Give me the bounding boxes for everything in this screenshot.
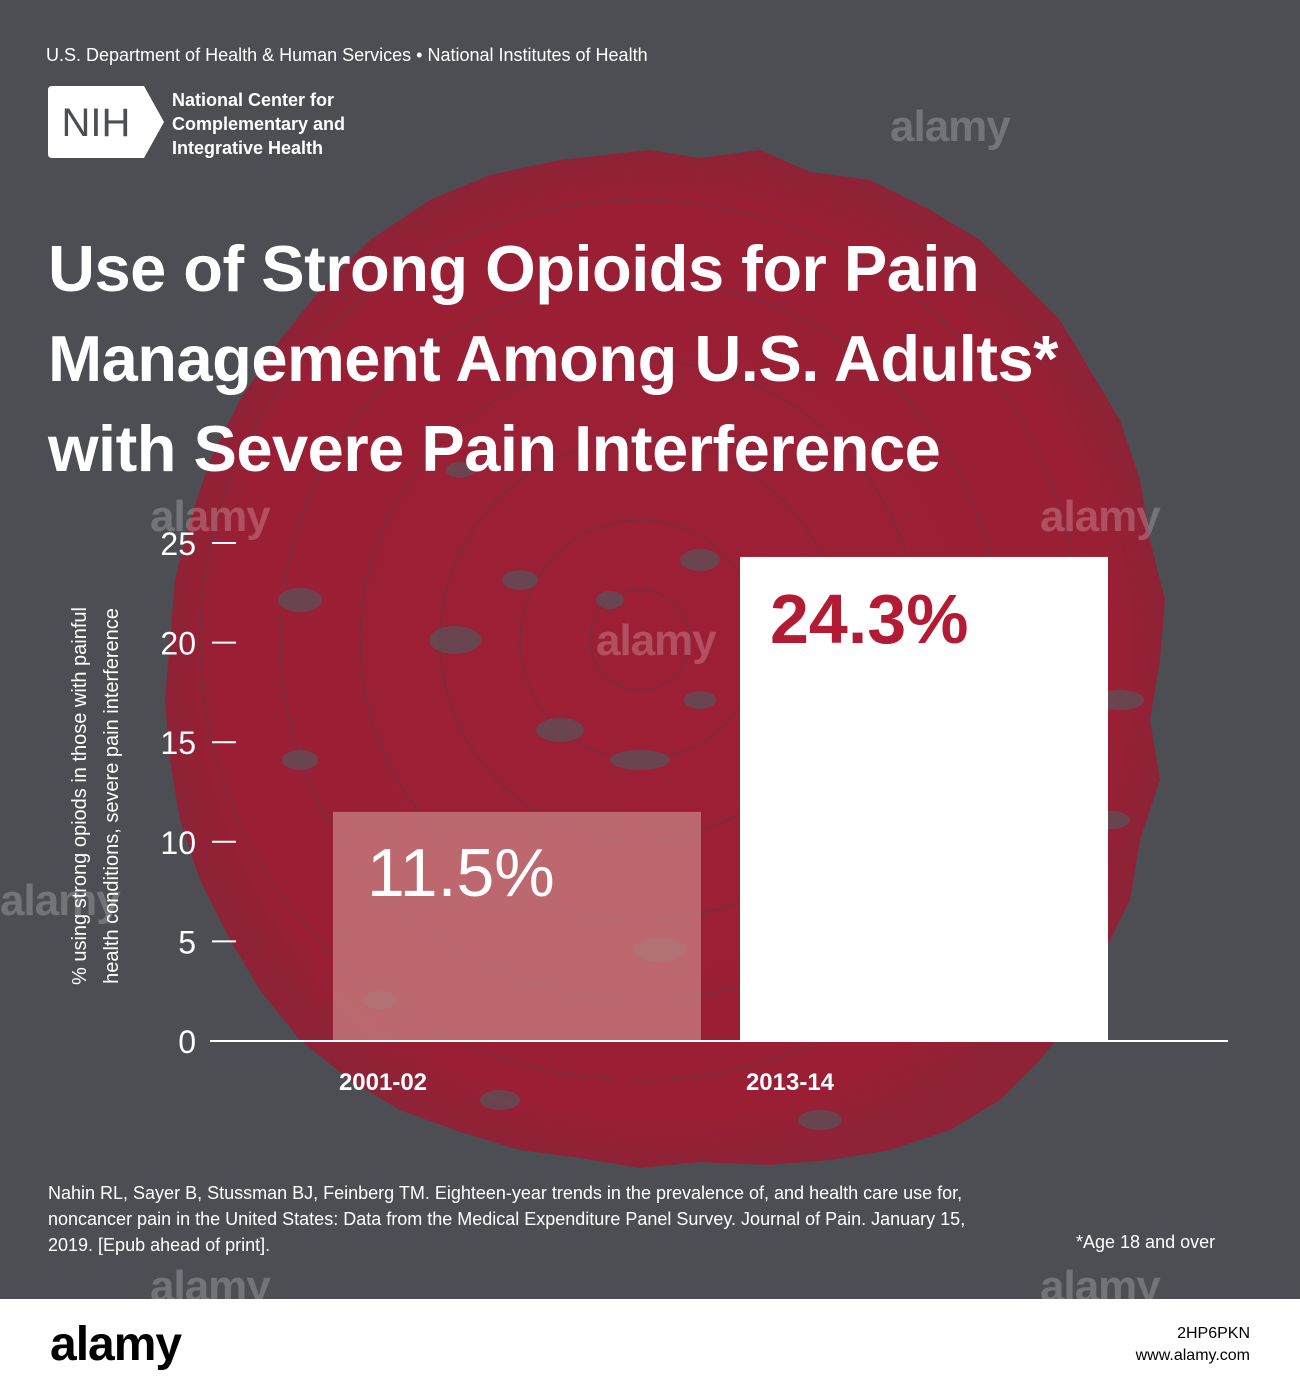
nih-logo-text: NIH (62, 101, 131, 145)
y-axis-title: % using strong opiods in those with pain… (64, 526, 134, 1066)
x-category-label: 2013-14 (746, 1069, 835, 1096)
nih-center-name: National Center for Complementary and In… (172, 88, 392, 160)
source-citation: Nahin RL, Sayer B, Stussman BJ, Feinberg… (48, 1183, 966, 1255)
title-line: Management Among U.S. Adults* (48, 322, 1058, 395)
y-tick-label: 0 (178, 1024, 196, 1060)
bar-data-label: 24.3% (770, 580, 968, 658)
y-tick-label: 25 (160, 526, 196, 562)
y-axis-title-line: % using strong opiods in those with pain… (69, 607, 91, 986)
y-axis-title-line: health conditions, severe pain interfere… (101, 608, 123, 984)
agency-header: U.S. Department of Health & Human Servic… (46, 45, 648, 65)
y-tick-label: 5 (178, 924, 196, 960)
center-line: National Center for (172, 90, 335, 110)
image-id: 2HP6PKN (1177, 1325, 1250, 1342)
center-line: Complementary and (172, 114, 346, 134)
bar (333, 811, 701, 1041)
x-category-label: 2001-02 (339, 1069, 427, 1096)
watermark-text: alamy (596, 616, 717, 665)
bar-chart: 0 5 10 15 20 25 11.5% 2001-02 24.3% 2013-14 (160, 526, 1228, 1096)
center-line: Integrative Health (172, 138, 324, 158)
stock-footer: alamy 2HP6PKN www.alamy.com (0, 1299, 1300, 1389)
y-tick-label: 15 (160, 725, 196, 761)
y-tick-label: 20 (160, 626, 196, 662)
title-line: Use of Strong Opioids for Pain (48, 232, 980, 305)
watermark-text: alamy (0, 876, 121, 925)
age-footnote: *Age 18 and over (1076, 1232, 1216, 1252)
alamy-logo: alamy (50, 1318, 182, 1371)
nih-logo-icon: NIH (48, 86, 164, 158)
watermark-text: alamy (890, 102, 1011, 151)
watermark-text: alamy (150, 1262, 271, 1299)
chart-title: Use of Strong Opioids for Pain Managemen… (48, 224, 1268, 494)
site-url: www.alamy.com (1135, 1347, 1250, 1364)
watermark-text: alamy (1040, 492, 1161, 541)
bar (740, 556, 1108, 1041)
bar-data-label: 11.5% (367, 835, 555, 911)
watermark-text: alamy (150, 492, 271, 541)
watermark-text: alamy (1040, 1262, 1161, 1299)
infographic: U.S. Department of Health & Human Servic… (0, 0, 1300, 1299)
y-tick-label: 10 (160, 825, 196, 861)
title-line: with Severe Pain Interference (48, 412, 941, 485)
